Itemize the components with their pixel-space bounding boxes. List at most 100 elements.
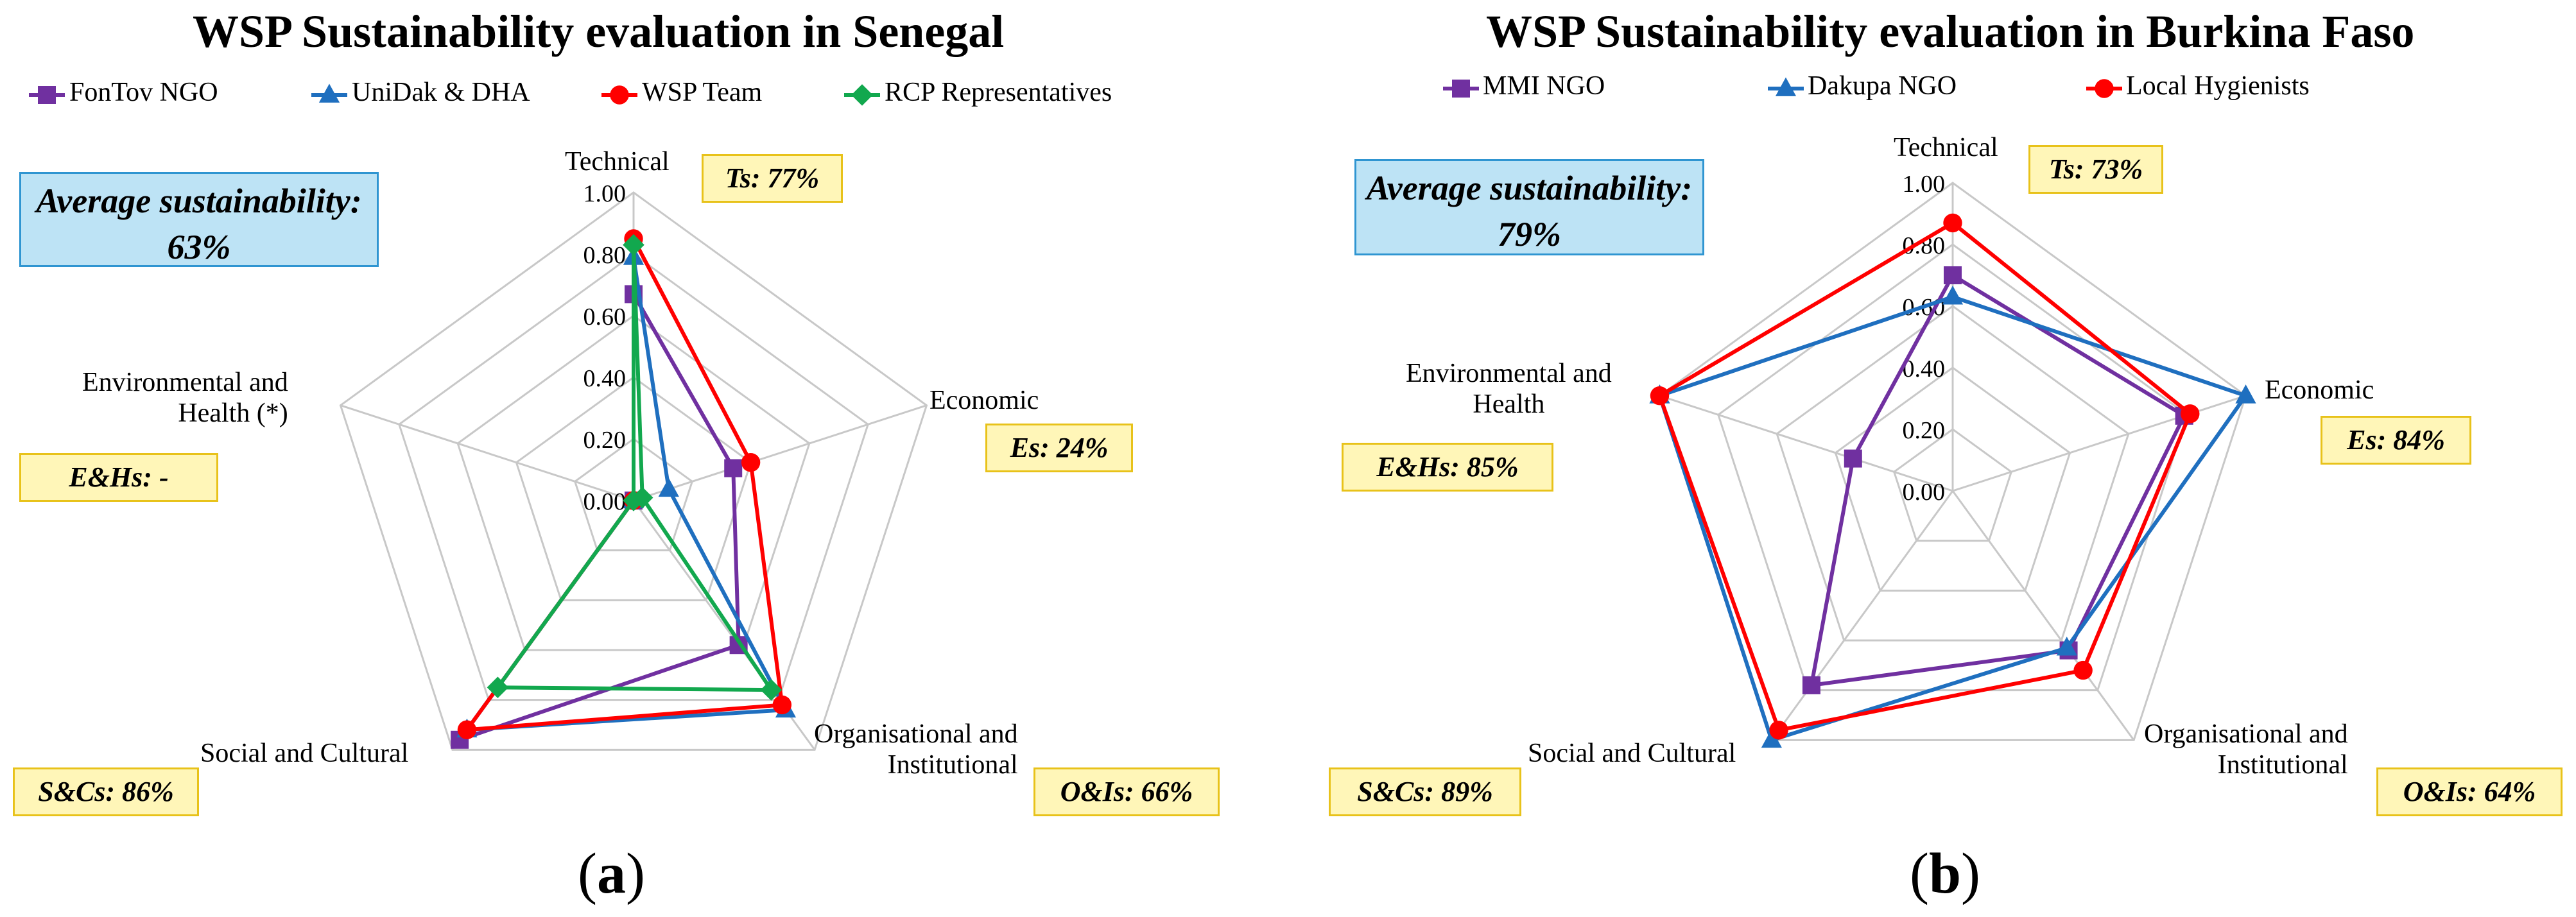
tick-label: 0.00 bbox=[583, 488, 627, 515]
average-value: 79% bbox=[1498, 215, 1561, 253]
axis-label-line: Health (*) bbox=[178, 399, 288, 428]
grid-ring bbox=[456, 314, 811, 651]
axis-label-line: Health bbox=[1473, 390, 1545, 419]
legend-label: MMI NGO bbox=[1483, 71, 1605, 101]
legend-label: Local Hygienists bbox=[2126, 71, 2310, 101]
axis-label-line: Social and Cultural bbox=[1528, 739, 1736, 768]
legend-entry-1: MMI NGO bbox=[1483, 71, 1605, 101]
axis-label-line: Social and Cultural bbox=[200, 739, 409, 768]
data-point-2 bbox=[658, 477, 679, 497]
axis-label-economic: Economic bbox=[2265, 375, 2374, 406]
legend-swatch-marker bbox=[610, 85, 629, 105]
legend-swatch-marker bbox=[318, 83, 340, 103]
axis-label-environmental: Environmental and Health (*) bbox=[82, 367, 288, 429]
legend-label: RCP Representatives bbox=[885, 78, 1112, 107]
data-point-4 bbox=[623, 234, 644, 256]
axis-spoke bbox=[1770, 490, 1954, 741]
data-point-1 bbox=[724, 459, 743, 477]
score-box-environmental: E&Hs: 85% bbox=[1342, 443, 1553, 492]
series-line-4 bbox=[494, 244, 775, 692]
axis-spoke bbox=[1952, 395, 2246, 492]
data-point-3 bbox=[1769, 721, 1788, 740]
score-box-economic: Es: 84% bbox=[2321, 416, 2471, 465]
radar-chart-b: 0.000.200.400.600.801.00 bbox=[1443, 77, 2256, 748]
series-line-1 bbox=[1809, 272, 2187, 688]
axis-label-technical: Technical bbox=[565, 146, 670, 177]
legend-swatch-marker bbox=[2095, 79, 2114, 98]
score-box-organisational: O&Is: 64% bbox=[2376, 767, 2563, 816]
legend-entry-1: FonTov NGO bbox=[69, 77, 218, 108]
average-sustainability-box: Average sustainability: 63% bbox=[19, 172, 379, 267]
legend-entry-3: Local Hygienists bbox=[2126, 71, 2310, 101]
average-sustainability-box: Average sustainability: 79% bbox=[1354, 159, 1704, 255]
data-point-4 bbox=[760, 679, 782, 701]
tick-label: 0.40 bbox=[583, 365, 627, 392]
data-point-3 bbox=[772, 695, 792, 715]
axis-label-line: Institutional bbox=[2217, 750, 2348, 780]
axis-label-line: Economic bbox=[929, 386, 1039, 415]
tick-label: 0.60 bbox=[583, 304, 627, 330]
score-box-technical: Ts: 73% bbox=[2028, 145, 2163, 194]
grid-ring bbox=[339, 191, 928, 751]
axis-spoke bbox=[1659, 395, 1953, 492]
data-point-3 bbox=[1943, 213, 1962, 233]
tick-label: 0.40 bbox=[1903, 356, 1946, 382]
average-value: 63% bbox=[167, 228, 231, 266]
tick-label: 0.80 bbox=[1903, 232, 1946, 259]
average-label: Average sustainability: bbox=[1366, 169, 1693, 207]
grid-ring bbox=[1834, 366, 2071, 592]
grid-ring bbox=[398, 253, 869, 701]
data-point-3 bbox=[1650, 386, 1670, 406]
panel-letter: a bbox=[596, 842, 626, 905]
axis-spoke bbox=[633, 404, 927, 502]
data-point-1 bbox=[1844, 449, 1862, 468]
chart-panel-a: WSP Sustainability evaluation in Senegal… bbox=[0, 0, 1284, 917]
legend-entry-4: RCP Representatives bbox=[885, 77, 1112, 108]
axis-label-line: Organisational and bbox=[2144, 719, 2348, 749]
data-point-4 bbox=[487, 676, 509, 699]
axis-label-organisational: Organisational and Institutional bbox=[2144, 719, 2348, 780]
score-box-social: S&Cs: 89% bbox=[1329, 767, 1521, 816]
data-point-4 bbox=[623, 490, 644, 511]
legend-entry-2: UniDak & DHA bbox=[352, 77, 530, 108]
legend-entry-3: WSP Team bbox=[642, 77, 762, 108]
axis-label-organisational: Organisational and Institutional bbox=[814, 719, 1018, 780]
chart-title: WSP Sustainability evaluation in Senegal bbox=[193, 6, 1005, 57]
chart-panel-b: WSP Sustainability evaluation in Burkina… bbox=[1290, 0, 2576, 917]
score-box-environmental: E&Hs: - bbox=[19, 453, 218, 502]
tick-label: 1.00 bbox=[583, 180, 627, 207]
data-point-2 bbox=[2056, 637, 2077, 656]
data-point-3 bbox=[2181, 404, 2200, 424]
tick-label: 0.00 bbox=[1903, 479, 1946, 506]
axis-label-line: Technical bbox=[1894, 133, 1998, 162]
axis-label-line: Organisational and bbox=[814, 719, 1018, 749]
data-point-3 bbox=[457, 720, 477, 739]
axis-label-line: Technical bbox=[565, 147, 670, 176]
panel-label-a: (a) bbox=[578, 842, 645, 905]
axis-label-social: Social and Cultural bbox=[200, 738, 408, 769]
axis-label-economic: Economic bbox=[929, 385, 1039, 416]
legend-swatch-marker bbox=[851, 84, 873, 106]
tick-label: 1.00 bbox=[1903, 171, 1946, 198]
data-point-1 bbox=[1802, 676, 1820, 694]
score-box-organisational: O&Is: 66% bbox=[1033, 767, 1220, 816]
tick-label: 0.20 bbox=[583, 427, 627, 454]
grid-ring bbox=[573, 438, 694, 552]
grid-ring bbox=[1892, 428, 2013, 542]
score-box-social: S&Cs: 86% bbox=[13, 767, 199, 816]
panel-label-b: (b) bbox=[1910, 842, 1981, 905]
score-box-technical: Ts: 77% bbox=[702, 154, 843, 203]
grid-ring bbox=[1658, 182, 2247, 741]
tick-label: 0.20 bbox=[1903, 417, 1946, 444]
axis-spoke bbox=[340, 404, 634, 502]
axis-label-line: Institutional bbox=[887, 750, 1018, 780]
legend-label: FonTov NGO bbox=[69, 78, 218, 107]
data-point-2 bbox=[2235, 384, 2256, 404]
radar-chart-a: 0.00 0.20 0.40 0.60 0.80 1.00 bbox=[29, 83, 928, 751]
series-line-3 bbox=[1657, 220, 2193, 733]
data-point-1 bbox=[1944, 266, 1962, 284]
legend-swatch-marker bbox=[38, 86, 56, 104]
legend-label: WSP Team bbox=[642, 78, 763, 107]
data-point-2 bbox=[1942, 286, 1964, 305]
axis-label-line: Environmental and bbox=[1406, 359, 1612, 388]
